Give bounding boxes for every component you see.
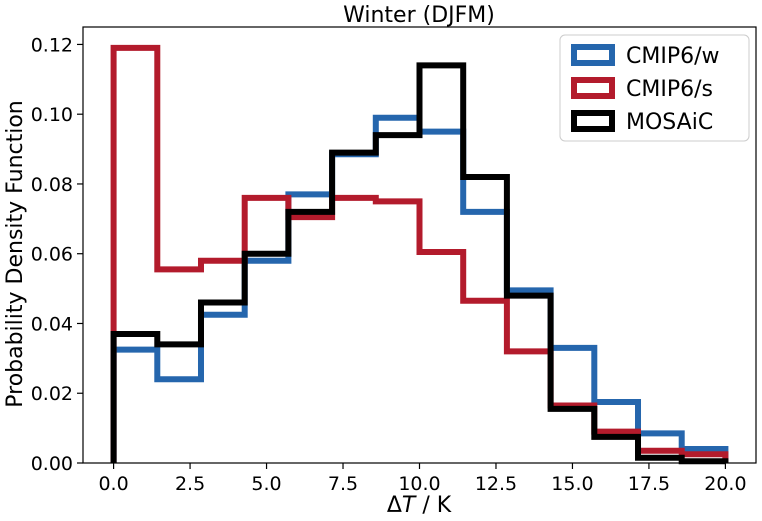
legend-label: MOSAiC [626, 110, 713, 135]
x-tick-label: 2.5 [175, 473, 205, 495]
y-axis-label: Probability Density Function [3, 100, 28, 408]
y-tick-label: 0.06 [31, 244, 73, 266]
x-axis-ticks: 0.0 2.5 5.0 7.5 10.0 12.5 15.0 17.5 20.0 [98, 463, 747, 495]
x-tick-label: 15.0 [551, 473, 593, 495]
legend-label: CMIP6/s [626, 77, 713, 102]
series-mosaic-step-line [110, 62, 729, 465]
x-tick-label: 10.0 [398, 473, 440, 495]
legend-swatch [571, 44, 615, 66]
x-tick-label: 12.5 [475, 473, 517, 495]
x-tick-label: 7.5 [328, 473, 358, 495]
y-axis-ticks: 0.00 0.02 0.04 0.06 0.08 0.10 0.12 [31, 34, 83, 475]
y-tick-label: 0.00 [31, 453, 73, 475]
y-tick-label: 0.08 [31, 174, 73, 196]
chart-title: Winter (DJFM) [343, 3, 495, 28]
legend-swatch [571, 77, 615, 99]
legend: CMIP6/w CMIP6/s MOSAiC [559, 34, 750, 142]
x-tick-label: 0.0 [98, 473, 128, 495]
x-tick-label: 5.0 [251, 473, 281, 495]
x-tick-label: 20.0 [704, 473, 746, 495]
y-tick-label: 0.02 [31, 383, 73, 405]
x-axis-label: ΔT / K [387, 493, 452, 518]
y-tick-label: 0.10 [31, 104, 73, 126]
y-tick-label: 0.04 [31, 313, 73, 335]
legend-swatch [571, 110, 615, 132]
series-layer [110, 44, 729, 465]
legend-label: CMIP6/w [626, 44, 720, 69]
x-tick-label: 17.5 [628, 473, 670, 495]
y-tick-label: 0.12 [31, 34, 73, 56]
